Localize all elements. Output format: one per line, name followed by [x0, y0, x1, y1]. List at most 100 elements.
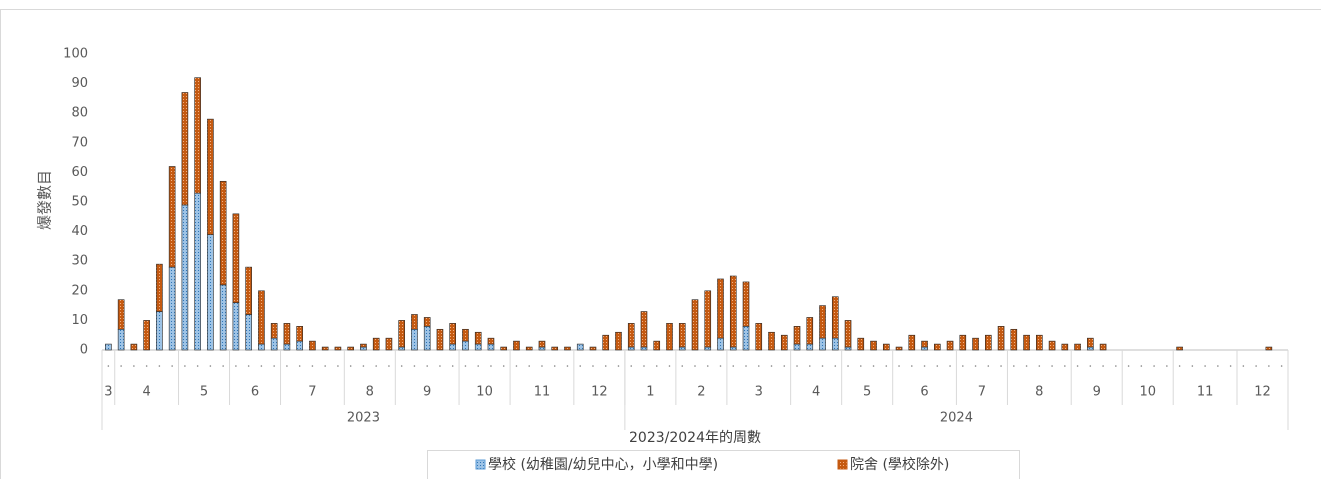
bar-segment [181, 204, 189, 351]
bar-segment [168, 266, 176, 351]
y-tick-label: 70 [71, 135, 88, 150]
bar-segment [640, 311, 648, 348]
bar-segment [793, 343, 801, 351]
x-tick-label: 10 [1139, 385, 1156, 400]
bar-segment [1074, 343, 1081, 351]
bar-segment [423, 317, 431, 327]
x-tick-label: 12 [591, 385, 608, 400]
week-dot [668, 365, 671, 367]
year-label: 2024 [940, 411, 973, 426]
bar-segment [283, 323, 291, 345]
bar-segment [168, 166, 176, 268]
legend-swatch [837, 459, 848, 470]
bar-segment [921, 346, 928, 351]
week-dot [1166, 365, 1168, 367]
week-dot [196, 365, 199, 367]
week-dot [222, 365, 224, 367]
week-dot [1178, 365, 1181, 367]
bar-segment [602, 334, 610, 351]
bar-segment [411, 328, 418, 351]
bar-segment [806, 317, 814, 345]
legend-label: 學校 (幼稚園/幼兒中心，小學和中學) [488, 456, 718, 473]
x-tick-label: 2 [697, 385, 705, 400]
bar-segment [156, 311, 163, 351]
bar-segment [589, 346, 597, 351]
bar-segment [219, 180, 227, 286]
y-tick-label: 0 [80, 343, 88, 358]
bar-segment [372, 337, 380, 351]
bar-segment [1023, 334, 1030, 351]
week-dot [375, 365, 377, 367]
week-dot [426, 365, 428, 367]
week-dot [451, 365, 454, 367]
week-dot [923, 365, 926, 367]
bar-segment [819, 337, 826, 351]
bar-segment [793, 326, 801, 345]
week-dot [566, 365, 569, 367]
bar-segment [959, 334, 967, 351]
bar-segment [678, 346, 686, 351]
week-dot [1051, 365, 1053, 367]
y-tick-label: 80 [71, 106, 88, 121]
week-dot [859, 365, 862, 367]
bar-segment [1099, 343, 1107, 351]
bar-segment [270, 323, 278, 339]
bar-segment [831, 337, 839, 351]
bar-segment [666, 323, 673, 351]
bar-segment [117, 328, 125, 351]
bar-segment [1087, 346, 1094, 351]
bar-segment [487, 343, 495, 351]
bar-segment [742, 326, 750, 351]
week-dot [1153, 365, 1155, 367]
bar-segment [653, 340, 661, 351]
bar-segment [283, 343, 291, 351]
week-dot [120, 365, 122, 367]
week-dot [515, 365, 518, 367]
bar-segment [207, 118, 214, 235]
bar-segment [360, 343, 367, 348]
bar-segment [538, 346, 546, 351]
bar-segment [1048, 340, 1056, 351]
bar-segment [844, 320, 852, 348]
week-dot [1000, 365, 1002, 367]
bar-segment [921, 340, 928, 348]
week-dot [757, 365, 760, 367]
bar-segment [678, 323, 686, 348]
week-dot [298, 365, 301, 367]
week-dot [400, 365, 403, 367]
week-dot [1268, 365, 1270, 367]
week-dot [311, 365, 314, 367]
week-dot [681, 365, 684, 367]
week-dot [528, 365, 531, 367]
bar-segment [245, 314, 252, 351]
bar-segment [462, 340, 469, 351]
week-dot [1102, 365, 1104, 367]
bar-segment [742, 281, 750, 327]
bar-segment [270, 337, 278, 351]
week-dot [732, 365, 735, 367]
week-dot [783, 365, 786, 367]
bar-segment [717, 278, 724, 339]
year-label: 2023 [347, 411, 380, 426]
week-dot [630, 365, 633, 367]
week-dot [107, 365, 110, 367]
bar-segment [462, 328, 469, 342]
legend-label: 院舍 (學校除外) [850, 456, 949, 473]
week-dot [872, 365, 875, 367]
bar-segment [780, 334, 788, 351]
bar-segment [513, 340, 520, 351]
y-tick-label: 90 [71, 76, 88, 91]
bar-segment [729, 275, 737, 348]
week-dot [541, 365, 543, 367]
bar-segment [806, 343, 814, 351]
week-dot [719, 365, 722, 367]
bar-segment [882, 343, 890, 351]
bar-segment [449, 323, 456, 345]
week-dot [617, 365, 620, 367]
bar-segment [615, 331, 622, 351]
week-dot [949, 365, 951, 367]
bar-segment [360, 346, 367, 351]
bar-segment [819, 305, 826, 339]
week-dot [413, 365, 416, 367]
